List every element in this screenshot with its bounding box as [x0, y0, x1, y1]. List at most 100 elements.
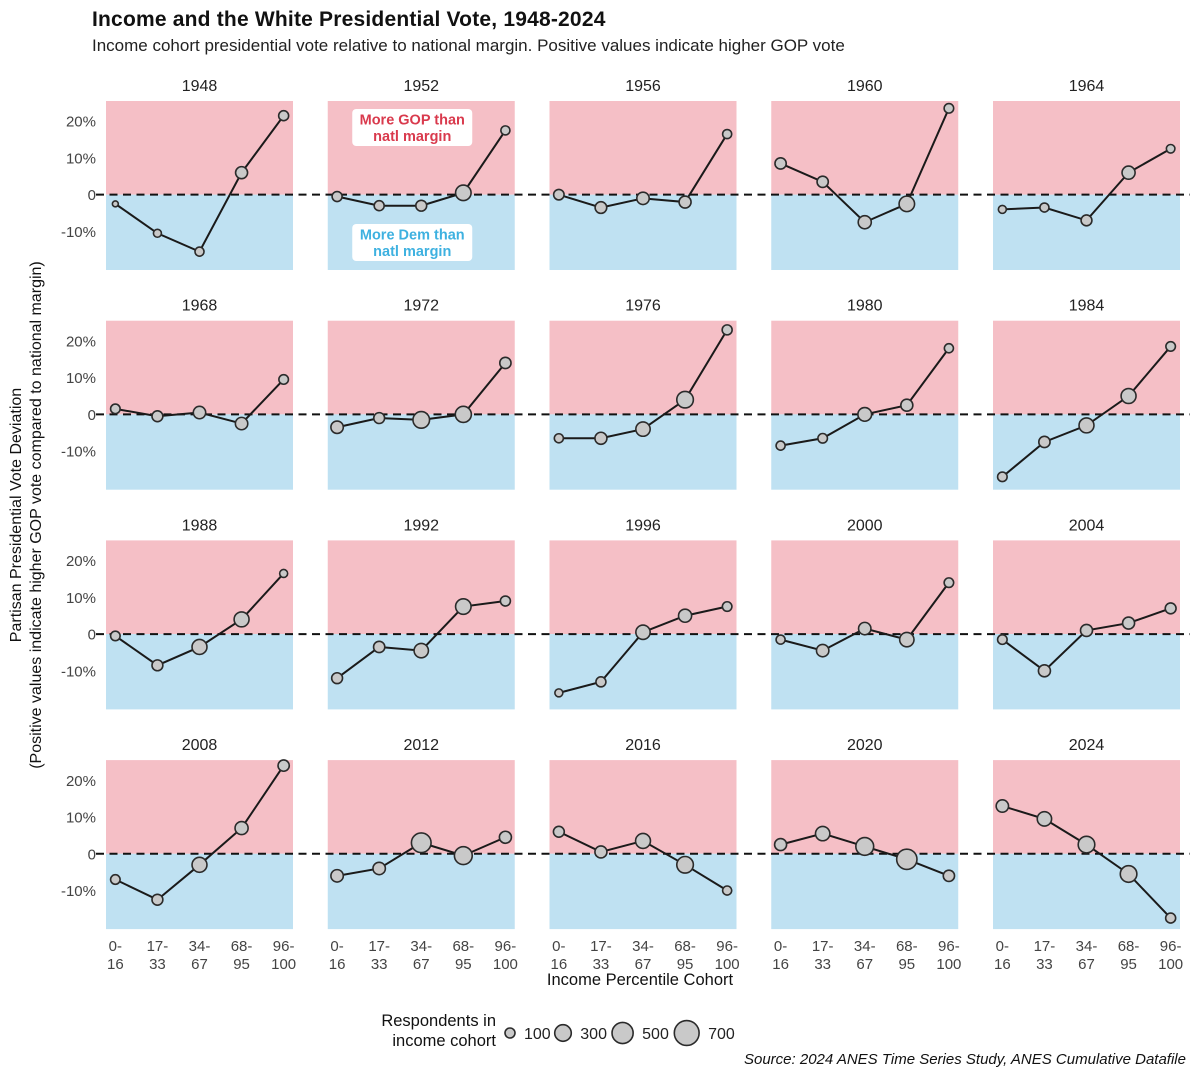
- data-point: [191, 856, 208, 874]
- data-point: [278, 373, 290, 386]
- chart-text: 20%: [66, 773, 96, 790]
- data-point: [996, 634, 1008, 646]
- dem-band: [993, 853, 1180, 930]
- chart-text: 100: [715, 956, 740, 973]
- data-point: [1165, 340, 1177, 352]
- data-point: [1164, 602, 1177, 615]
- chart-text: 96-: [938, 938, 960, 955]
- chart-text: 96-: [495, 938, 517, 955]
- chart-text: 2012: [403, 737, 439, 754]
- chart-text: 68-: [452, 938, 474, 955]
- chart-text: 16: [107, 956, 124, 973]
- data-point: [277, 759, 291, 773]
- chart-text: 16: [994, 956, 1011, 973]
- data-point: [773, 837, 788, 852]
- data-point: [636, 191, 650, 206]
- series-2012: [330, 830, 513, 883]
- chart-text: 67: [413, 956, 430, 973]
- panel-1972: 1972: [327, 298, 515, 490]
- panel-1956: 1956: [549, 78, 737, 270]
- series-1980: [775, 342, 955, 451]
- chart-text: 2020: [847, 737, 883, 754]
- gop-band: [993, 101, 1180, 195]
- data-point: [109, 630, 121, 642]
- chart-text: 96-: [273, 938, 295, 955]
- chart-subtitle: Income cohort presidential vote relative…: [92, 36, 845, 55]
- dem-band: [771, 634, 959, 710]
- series-1992: [330, 595, 512, 685]
- chart-text: 100: [493, 956, 518, 973]
- data-point: [594, 845, 608, 859]
- data-point: [943, 342, 955, 354]
- data-point: [109, 873, 121, 886]
- chart-text: 20%: [66, 114, 96, 131]
- panel-1992: 1992: [327, 517, 515, 710]
- chart-text: 33: [814, 956, 831, 973]
- chart-text: 1980: [847, 298, 883, 315]
- panel-2000: 2000: [771, 517, 959, 710]
- chart-text: 500: [642, 1026, 669, 1043]
- data-point: [898, 195, 916, 213]
- chart-text: 1972: [403, 298, 439, 315]
- chart-text: 16: [551, 956, 568, 973]
- data-point: [895, 848, 918, 871]
- data-point: [635, 624, 651, 641]
- chart-text: 67: [856, 956, 873, 973]
- data-point: [330, 868, 345, 883]
- data-point: [721, 885, 733, 896]
- series-1960: [774, 102, 955, 230]
- gop-band: [327, 320, 515, 415]
- data-point: [595, 676, 607, 688]
- series-1952: [331, 125, 511, 212]
- gop-band: [771, 320, 959, 415]
- data-point: [372, 640, 386, 654]
- size-legend: Respondents in income cohort 100 300 500 700: [381, 1012, 735, 1050]
- dem-band: [549, 194, 737, 270]
- chart-text: 2016: [625, 737, 661, 754]
- data-point: [330, 671, 344, 685]
- data-point: [372, 861, 387, 876]
- data-point: [814, 825, 831, 842]
- series-2016: [552, 825, 733, 896]
- data-point: [552, 825, 566, 838]
- data-point: [277, 109, 290, 122]
- chart-text: 67: [191, 956, 208, 973]
- chart-text: More Dem than: [360, 228, 465, 244]
- chart-text: 20%: [66, 333, 96, 350]
- data-point: [278, 568, 289, 579]
- dem-band: [549, 634, 737, 710]
- data-point: [1039, 202, 1050, 213]
- x-axis-title: Income Percentile Cohort: [546, 971, 734, 989]
- series-1972: [330, 356, 512, 435]
- chart-text: 1960: [847, 78, 883, 95]
- chart-text: 1956: [625, 78, 661, 95]
- data-point: [151, 409, 164, 423]
- data-point: [151, 893, 164, 906]
- dem-band: [771, 194, 959, 270]
- data-point: [413, 642, 430, 659]
- data-point: [194, 246, 205, 257]
- data-point: [109, 403, 121, 415]
- gop-band: [549, 320, 737, 415]
- data-point: [775, 440, 786, 451]
- data-point: [454, 184, 472, 202]
- data-point: [415, 199, 428, 212]
- series-1988: [109, 568, 289, 672]
- dem-band: [993, 634, 1180, 710]
- chart-text: 100: [524, 1026, 551, 1043]
- data-point: [817, 432, 829, 444]
- dem-band: [771, 853, 959, 930]
- data-point: [1164, 912, 1177, 924]
- data-point: [412, 410, 431, 429]
- data-point: [855, 836, 875, 857]
- source-note: Source: 2024 ANES Time Series Study, ANE…: [743, 1051, 1186, 1068]
- chart-text: 33: [593, 956, 610, 973]
- chart-text: 95: [1120, 956, 1137, 973]
- data-point: [372, 411, 386, 425]
- data-point: [774, 157, 788, 170]
- panel-1988: 1988 20% 10% 0 -10%: [61, 517, 293, 710]
- data-point: [943, 577, 955, 589]
- chart-text: 10%: [66, 150, 96, 167]
